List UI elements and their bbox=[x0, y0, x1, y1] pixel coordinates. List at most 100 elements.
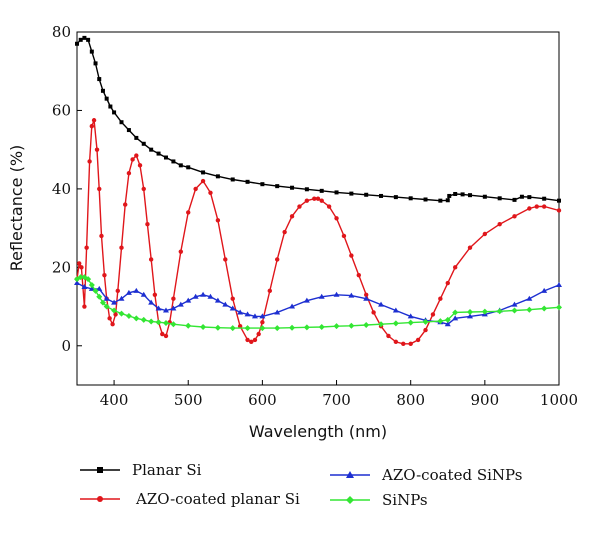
point-planar-si-19 bbox=[178, 163, 183, 168]
series-sinps bbox=[74, 274, 562, 332]
point-azo-coated-sinps-20 bbox=[222, 301, 229, 307]
point-planar-si-26 bbox=[275, 184, 280, 189]
point-azo-coated-sinps-14 bbox=[177, 301, 184, 307]
point-planar-si-22 bbox=[215, 174, 220, 179]
point-azo-coated-sinps-8 bbox=[133, 287, 140, 293]
point-azo-coated-planar-si-63 bbox=[386, 333, 391, 339]
point-azo-coated-planar-si-77 bbox=[527, 206, 532, 211]
point-planar-si-27 bbox=[290, 185, 295, 190]
point-planar-si-46 bbox=[519, 194, 524, 199]
point-planar-si-3 bbox=[86, 37, 91, 42]
point-planar-si-44 bbox=[497, 196, 502, 201]
point-sinps-17 bbox=[170, 321, 177, 328]
y-tick-label-80: 80 bbox=[52, 23, 71, 41]
point-sinps-5 bbox=[92, 287, 99, 294]
point-azo-coated-planar-si-64 bbox=[393, 339, 399, 345]
point-azo-coated-sinps-28 bbox=[303, 297, 310, 303]
point-azo-coated-planar-si-45 bbox=[260, 320, 265, 325]
point-azo-coated-sinps-7 bbox=[125, 289, 132, 295]
point-azo-coated-planar-si-39 bbox=[230, 296, 235, 301]
point-azo-coated-sinps-46 bbox=[556, 281, 562, 287]
point-azo-coated-planar-si-24 bbox=[145, 221, 150, 227]
point-sinps-39 bbox=[481, 308, 488, 315]
plot-frame bbox=[76, 31, 560, 386]
point-azo-coated-planar-si-17 bbox=[119, 245, 124, 250]
point-sinps-18 bbox=[185, 322, 192, 329]
point-azo-coated-planar-si-18 bbox=[123, 202, 128, 207]
point-planar-si-37 bbox=[438, 198, 443, 203]
point-azo-coated-planar-si-61 bbox=[371, 310, 376, 315]
point-azo-coated-planar-si-5 bbox=[87, 159, 92, 164]
point-planar-si-36 bbox=[423, 197, 428, 202]
point-azo-coated-planar-si-9 bbox=[97, 186, 102, 192]
point-planar-si-5 bbox=[93, 61, 98, 66]
point-sinps-40 bbox=[496, 308, 503, 315]
point-azo-coated-sinps-2 bbox=[88, 285, 95, 291]
point-sinps-19 bbox=[200, 323, 207, 330]
x-tick-label-700: 700 bbox=[322, 391, 351, 409]
point-azo-coated-sinps-17 bbox=[200, 291, 207, 297]
point-azo-coated-planar-si-58 bbox=[349, 253, 354, 258]
point-azo-coated-planar-si-23 bbox=[141, 186, 146, 192]
point-planar-si-17 bbox=[163, 155, 168, 160]
y-tick-label-20: 20 bbox=[52, 258, 71, 276]
point-azo-coated-planar-si-75 bbox=[497, 221, 502, 227]
point-sinps-12 bbox=[133, 315, 140, 322]
point-sinps-14 bbox=[148, 318, 155, 325]
point-sinps-26 bbox=[303, 324, 310, 331]
point-planar-si-14 bbox=[141, 141, 146, 146]
point-sinps-33 bbox=[407, 319, 414, 326]
point-azo-coated-sinps-9 bbox=[140, 291, 147, 297]
point-planar-si-11 bbox=[119, 120, 124, 125]
y-tick-label-0: 0 bbox=[61, 337, 71, 355]
point-azo-coated-sinps-16 bbox=[192, 293, 199, 299]
point-azo-coated-sinps-27 bbox=[289, 303, 296, 309]
point-azo-coated-planar-si-73 bbox=[467, 245, 473, 250]
point-sinps-20 bbox=[214, 324, 221, 331]
point-azo-coated-sinps-3 bbox=[96, 285, 103, 291]
point-sinps-34 bbox=[422, 318, 429, 325]
point-azo-coated-planar-si-72 bbox=[452, 265, 458, 270]
x-tick-label-800: 800 bbox=[396, 391, 425, 409]
point-azo-coated-planar-si-8 bbox=[94, 147, 100, 152]
point-sinps-38 bbox=[467, 309, 474, 316]
point-azo-coated-planar-si-67 bbox=[415, 337, 421, 343]
point-azo-coated-planar-si-80 bbox=[556, 208, 562, 213]
point-sinps-32 bbox=[392, 320, 399, 327]
point-azo-coated-sinps-31 bbox=[348, 292, 355, 298]
point-planar-si-45 bbox=[512, 197, 517, 202]
point-azo-coated-planar-si-43 bbox=[252, 337, 258, 343]
point-sinps-11 bbox=[125, 312, 132, 319]
point-azo-coated-planar-si-22 bbox=[137, 163, 143, 168]
point-azo-coated-planar-si-66 bbox=[408, 341, 413, 347]
point-sinps-29 bbox=[348, 322, 355, 329]
point-azo-coated-planar-si-7 bbox=[91, 118, 97, 123]
point-azo-coated-sinps-0 bbox=[74, 280, 80, 286]
point-azo-coated-planar-si-74 bbox=[482, 231, 488, 237]
point-planar-si-29 bbox=[319, 188, 324, 193]
point-sinps-8 bbox=[103, 303, 110, 310]
point-sinps-43 bbox=[541, 305, 548, 312]
point-planar-si-38 bbox=[445, 198, 450, 203]
point-sinps-9 bbox=[111, 307, 118, 314]
point-planar-si-6 bbox=[97, 77, 102, 82]
point-azo-coated-planar-si-65 bbox=[401, 341, 406, 347]
point-sinps-41 bbox=[511, 307, 518, 314]
point-azo-coated-planar-si-57 bbox=[341, 233, 347, 239]
point-azo-coated-planar-si-10 bbox=[99, 233, 104, 239]
point-planar-si-49 bbox=[557, 198, 561, 203]
point-azo-coated-sinps-22 bbox=[237, 309, 244, 315]
point-planar-si-34 bbox=[393, 195, 398, 200]
point-azo-coated-planar-si-53 bbox=[315, 196, 321, 201]
point-planar-si-24 bbox=[245, 179, 250, 184]
point-planar-si-32 bbox=[364, 192, 369, 197]
point-azo-coated-planar-si-29 bbox=[163, 333, 169, 339]
point-azo-coated-planar-si-6 bbox=[89, 123, 95, 129]
point-azo-coated-sinps-40 bbox=[467, 313, 474, 319]
point-planar-si-16 bbox=[156, 151, 161, 156]
point-planar-si-9 bbox=[108, 104, 113, 109]
point-planar-si-28 bbox=[304, 187, 309, 192]
point-azo-coated-planar-si-36 bbox=[208, 190, 213, 196]
point-azo-coated-planar-si-35 bbox=[200, 178, 206, 184]
x-tick-label-1000: 1000 bbox=[540, 391, 578, 409]
